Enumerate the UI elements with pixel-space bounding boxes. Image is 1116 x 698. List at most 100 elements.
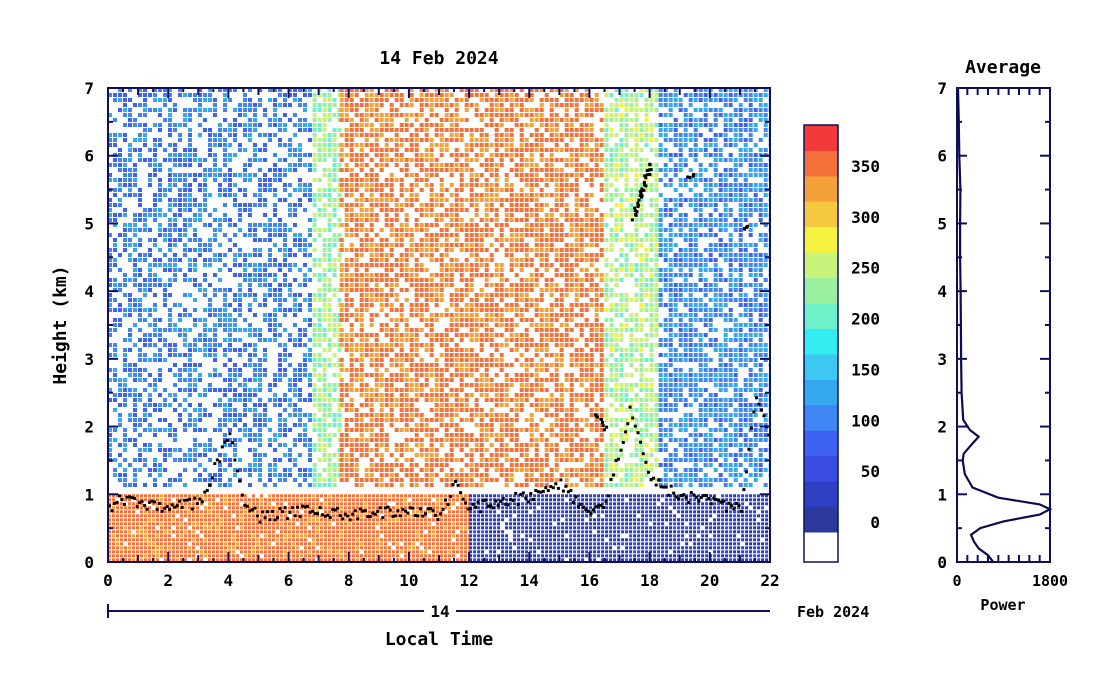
- heatmap-cell: [193, 323, 197, 327]
- heatmap-cell: [464, 393, 469, 397]
- heatmap-cell: [559, 388, 564, 392]
- heatmap-cell: [384, 378, 389, 382]
- heatmap-cell: [399, 338, 404, 342]
- heatmap-cell: [424, 468, 429, 472]
- heatmap-cell: [349, 303, 354, 307]
- heatmap-cell: [509, 448, 514, 452]
- heatmap-cell: [559, 248, 564, 252]
- heatmap-cell: [539, 223, 544, 227]
- heatmap-cell: [308, 193, 312, 197]
- heatmap-cell: [519, 88, 524, 92]
- heatmap-cell: [554, 433, 559, 437]
- heatmap-cell: [564, 103, 569, 107]
- heatmap-cell: [489, 188, 494, 192]
- heatmap-cell: [489, 478, 494, 482]
- heatmap-cell: [278, 433, 282, 437]
- heatmap-cell: [479, 98, 484, 102]
- heatmap-cell: [238, 348, 242, 352]
- heatmap-cell: [574, 98, 579, 102]
- heatmap-cell: [414, 383, 419, 387]
- heatmap-cell: [539, 323, 544, 327]
- heatmap-cell: [178, 303, 182, 307]
- heatmap-cell: [569, 353, 574, 357]
- heatmap-cell: [484, 448, 489, 452]
- heatmap-cell: [198, 163, 202, 167]
- heatmap-cell: [359, 358, 364, 362]
- heatmap-cell: [332, 143, 337, 147]
- heatmap-cell: [499, 233, 504, 237]
- heatmap-cell: [364, 343, 369, 347]
- heatmap-cell: [359, 118, 364, 122]
- heatmap-cell: [359, 288, 364, 292]
- heatmap-cell: [549, 353, 554, 357]
- heatmap-cell: [379, 153, 384, 157]
- heatmap-cell: [273, 223, 277, 227]
- heatmap-cell: [379, 103, 384, 107]
- heatmap-cell: [409, 243, 414, 247]
- heatmap-cell: [158, 448, 162, 452]
- heatmap-cell: [474, 378, 479, 382]
- heatmap-cell: [339, 243, 344, 247]
- heatmap-cell: [459, 443, 464, 447]
- heatmap-cell: [208, 133, 212, 137]
- heatmap-cell: [489, 388, 494, 392]
- heatmap-cell: [349, 363, 354, 367]
- heatmap-cell: [529, 233, 534, 237]
- heatmap-cell: [534, 118, 539, 122]
- heatmap-cell: [193, 213, 197, 217]
- heatmap-cell: [193, 468, 197, 472]
- heatmap-cell: [288, 473, 292, 477]
- heatmap-cell: [499, 393, 504, 397]
- heatmap-cell: [113, 343, 117, 347]
- heatmap-cell: [414, 218, 419, 222]
- heatmap-cell: [579, 228, 584, 232]
- heatmap-cell: [173, 203, 177, 207]
- heatmap-cell: [322, 478, 327, 482]
- heatmap-cell: [138, 148, 142, 152]
- heatmap-cell: [148, 228, 152, 232]
- heatmap-cell: [554, 118, 559, 122]
- heatmap-cell: [519, 483, 524, 487]
- heatmap-cell: [223, 138, 227, 142]
- heatmap-cell: [143, 353, 147, 357]
- heatmap-cell: [404, 468, 409, 472]
- heatmap-cell: [549, 318, 554, 322]
- heatmap-cell: [148, 238, 152, 242]
- heatmap-cell: [559, 433, 564, 437]
- heatmap-cell: [529, 98, 534, 102]
- heatmap-cell: [317, 358, 322, 362]
- heatmap-cell: [148, 403, 152, 407]
- heatmap-cell: [223, 328, 227, 332]
- heatmap-cell: [208, 438, 212, 442]
- heatmap-cell: [359, 308, 364, 312]
- heatmap-cell: [474, 448, 479, 452]
- heatmap-cell: [322, 193, 327, 197]
- heatmap-cell: [253, 173, 257, 177]
- heatmap-cell: [469, 318, 474, 322]
- heatmap-cell: [168, 318, 172, 322]
- heatmap-cell: [569, 158, 574, 162]
- heatmap-cell: [374, 373, 379, 377]
- heatmap-cell: [163, 403, 167, 407]
- heatmap-cell: [183, 198, 187, 202]
- heatmap-cell: [469, 233, 474, 237]
- heatmap-cell: [544, 118, 549, 122]
- heatmap-cell: [183, 228, 187, 232]
- heatmap-cell: [168, 433, 172, 437]
- heatmap-cell: [322, 93, 327, 97]
- heatmap-cell: [459, 348, 464, 352]
- heatmap-cell: [268, 178, 272, 182]
- heatmap-cell: [288, 103, 292, 107]
- heatmap-cell: [534, 308, 539, 312]
- heatmap-cell: [474, 333, 479, 337]
- heatmap-cell: [469, 448, 474, 452]
- heatmap-cell: [539, 288, 544, 292]
- heatmap-cell: [554, 463, 559, 467]
- heatmap-cell: [223, 388, 227, 392]
- heatmap-cell: [504, 428, 509, 432]
- heatmap-cell: [359, 443, 364, 447]
- heatmap-cell: [113, 458, 117, 462]
- heatmap-cell: [303, 478, 307, 482]
- heatmap-cell: [429, 158, 434, 162]
- heatmap-cell: [178, 478, 182, 482]
